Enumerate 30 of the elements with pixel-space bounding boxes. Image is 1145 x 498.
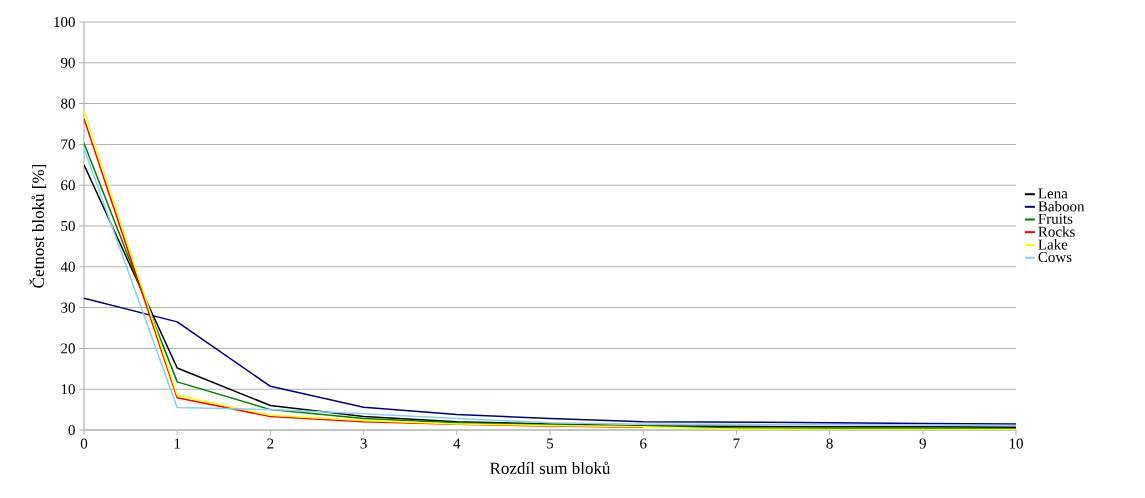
x-tick-label: 5 <box>547 438 554 449</box>
y-tick-label: 50 <box>61 220 75 232</box>
legend-label: Baboon <box>1038 200 1085 212</box>
x-tick-label: 2 <box>267 438 274 449</box>
x-axis-title: Rozdíl sum bloků <box>490 461 611 474</box>
y-tick-label: 0 <box>68 424 75 436</box>
legend-label: Rocks <box>1038 226 1075 237</box>
y-tick-label: 60 <box>61 180 75 191</box>
x-tick-label: 1 <box>174 438 181 449</box>
x-tick-label: 10 <box>1009 438 1023 449</box>
y-tick-label: 10 <box>61 384 75 395</box>
x-tick-label: 7 <box>733 438 740 449</box>
x-tick-label: 9 <box>919 438 926 449</box>
x-tick-label: 0 <box>80 438 88 449</box>
y-axis-title: Četnost bloků [%] <box>29 164 47 288</box>
y-tick-label: 30 <box>61 302 75 313</box>
y-tick-label: 20 <box>61 343 75 354</box>
x-tick-label: 4 <box>453 438 461 449</box>
y-tick-label: 80 <box>61 98 75 109</box>
y-tick-label: 100 <box>54 16 75 28</box>
y-tick-label: 70 <box>61 139 75 150</box>
y-tick-label: 40 <box>60 261 75 272</box>
legend-label: Lena <box>1038 188 1068 199</box>
legend-label: Lake <box>1038 239 1068 250</box>
x-tick-label: 6 <box>640 438 647 449</box>
y-tick-label: 90 <box>60 57 75 68</box>
x-tick-label: 8 <box>826 438 833 449</box>
x-tick-label: 3 <box>360 438 367 449</box>
legend-label: Cows <box>1038 252 1072 263</box>
legend-label: Fruits <box>1038 213 1073 224</box>
